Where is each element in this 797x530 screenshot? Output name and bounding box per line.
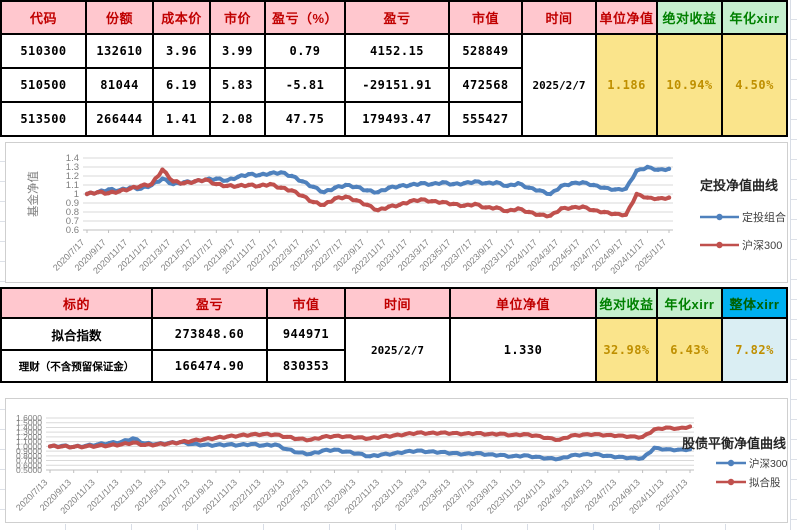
t1-cell[interactable]: 510500	[2, 69, 85, 101]
t2-row-label[interactable]: 理财（不含预留保证金）	[2, 351, 151, 381]
stock-bond-nav-chart[interactable]: 1.6000 1.5000 1.4000 1.3000 1.2000 1.1000 1.00…	[5, 398, 788, 523]
t2-xirr-cell[interactable]: 6.43%	[658, 319, 721, 381]
t2-time-cell[interactable]: 2025/2/7	[346, 319, 449, 381]
svg-text:0.9: 0.9	[66, 198, 79, 209]
t1-cell[interactable]: 3.99	[211, 35, 264, 67]
t2-header-market-value[interactable]: 市值	[268, 289, 344, 317]
t1-cell[interactable]: 5.83	[211, 69, 264, 101]
t2-unit-nav-cell[interactable]: 1.330	[451, 319, 595, 381]
t1-cell[interactable]: 266444	[87, 103, 152, 135]
grid-sliver-left-2	[0, 390, 6, 530]
t1-cell[interactable]: 513500	[2, 103, 85, 135]
t1-cell[interactable]: -29151.91	[346, 69, 448, 101]
grid-sliver-bottom	[0, 524, 789, 530]
svg-text:1.4000: 1.4000	[16, 422, 42, 432]
svg-text:1.1: 1.1	[66, 180, 79, 191]
svg-text:1.1000: 1.1000	[16, 437, 42, 447]
svg-text:0.6: 0.6	[66, 225, 79, 236]
t1-cell[interactable]: 472568	[450, 69, 521, 101]
t2-header-time[interactable]: 时间	[346, 289, 449, 317]
svg-text:0.8: 0.8	[66, 207, 79, 218]
svg-text:0.8000: 0.8000	[16, 451, 42, 461]
t1-cell[interactable]: 0.79	[266, 35, 344, 67]
t1-header-xirr[interactable]: 年化xirr	[723, 2, 786, 33]
svg-text:1.2000: 1.2000	[16, 432, 42, 442]
t1-unit-nav-cell[interactable]: 1.186	[597, 35, 656, 135]
grid-sliver-right	[791, 0, 797, 530]
svg-text:定投组合: 定投组合	[742, 210, 786, 224]
svg-text:1.6000: 1.6000	[16, 413, 42, 423]
holdings-table: 代码 份额 成本价 市价 盈亏（%） 盈亏 市值 时间 单位净值 绝对收益 年化…	[0, 0, 788, 137]
svg-text:0.7: 0.7	[66, 216, 79, 227]
t2-row-label[interactable]: 拟合指数	[2, 319, 151, 349]
svg-text:1: 1	[74, 189, 79, 200]
t1-header-cost-price[interactable]: 成本价	[154, 2, 209, 33]
t1-header-market-value[interactable]: 市值	[450, 2, 521, 33]
t2-cell[interactable]: 830353	[268, 351, 344, 381]
t1-header-time[interactable]: 时间	[523, 2, 595, 33]
t1-header-pnl-pct[interactable]: 盈亏（%）	[266, 2, 344, 33]
t1-cell[interactable]: 2.08	[211, 103, 264, 135]
t1-cell[interactable]: 528849	[450, 35, 521, 67]
t1-cell[interactable]: -5.81	[266, 69, 344, 101]
t1-abs-return-cell[interactable]: 10.94%	[658, 35, 721, 135]
stock-bond-nav-chart-svg: 1.60001.50001.40001.30001.20001.10001.00…	[14, 413, 787, 516]
dca-nav-chart-svg: 1.41.31.21.110.90.80.70.62020/7/172020/9…	[26, 153, 786, 276]
t1-cell[interactable]: 179493.47	[346, 103, 448, 135]
t1-header-pnl[interactable]: 盈亏	[346, 2, 448, 33]
grid-sliver-left-1	[0, 142, 6, 287]
svg-text:0.5000: 0.5000	[16, 465, 42, 475]
t1-header-shares[interactable]: 份额	[87, 2, 152, 33]
t2-header-overall-xirr[interactable]: 整体xirr	[723, 289, 786, 317]
t1-cell[interactable]: 510300	[2, 35, 85, 67]
summary-table: 标的 盈亏 市值 时间 单位净值 绝对收益 年化xirr 整体xirr 拟合指数…	[0, 287, 788, 383]
t2-cell[interactable]: 273848.60	[153, 319, 266, 349]
t2-cell[interactable]: 166474.90	[153, 351, 266, 381]
svg-text:拟合股: 拟合股	[749, 476, 781, 489]
t2-header-pnl[interactable]: 盈亏	[153, 289, 266, 317]
svg-text:1.3000: 1.3000	[16, 427, 42, 437]
t1-cell[interactable]: 81044	[87, 69, 152, 101]
svg-text:股债平衡净值曲线: 股债平衡净值曲线	[682, 436, 786, 451]
t2-header-target[interactable]: 标的	[2, 289, 151, 317]
t2-overall-xirr-cell[interactable]: 7.82%	[723, 319, 786, 381]
svg-text:1.0000: 1.0000	[16, 441, 42, 451]
svg-text:0.7000: 0.7000	[16, 456, 42, 466]
t1-cell[interactable]: 1.41	[154, 103, 209, 135]
t1-cell[interactable]: 6.19	[154, 69, 209, 101]
t1-header-market-price[interactable]: 市价	[211, 2, 264, 33]
dca-nav-chart[interactable]: 1.4 1.3 1.2 1.1 1 0.9 0.8 0.7 0.6 2020/7/17 2020/9…	[5, 142, 788, 283]
t1-cell[interactable]: 3.96	[154, 35, 209, 67]
t2-cell[interactable]: 944971	[268, 319, 344, 349]
t1-cell[interactable]: 555427	[450, 103, 521, 135]
t1-cell[interactable]: 132610	[87, 35, 152, 67]
t1-header-code[interactable]: 代码	[2, 2, 85, 33]
t2-header-abs-return[interactable]: 绝对收益	[597, 289, 656, 317]
svg-text:1.3: 1.3	[66, 162, 79, 173]
svg-text:1.5000: 1.5000	[16, 418, 42, 428]
t2-header-xirr[interactable]: 年化xirr	[658, 289, 721, 317]
grid-column-line	[790, 0, 791, 530]
t2-header-unit-nav[interactable]: 单位净值	[451, 289, 595, 317]
t2-abs-return-cell[interactable]: 32.98%	[597, 319, 656, 381]
svg-text:沪深300: 沪深300	[742, 238, 782, 252]
t1-xirr-cell[interactable]: 4.50%	[723, 35, 786, 135]
svg-text:沪深300: 沪深300	[749, 457, 787, 470]
svg-text:1.4: 1.4	[66, 153, 79, 164]
svg-text:0.9000: 0.9000	[16, 446, 42, 456]
t1-header-abs-return[interactable]: 绝对收益	[658, 2, 721, 33]
svg-text:0.6000: 0.6000	[16, 460, 42, 470]
svg-text:基金净值: 基金净值	[26, 171, 40, 217]
svg-text:定投净值曲线: 定投净值曲线	[699, 178, 778, 193]
t1-time-cell[interactable]: 2025/2/7	[523, 35, 595, 135]
svg-text:1.2: 1.2	[66, 171, 79, 182]
t1-header-unit-nav[interactable]: 单位净值	[597, 2, 656, 33]
t1-cell[interactable]: 47.75	[266, 103, 344, 135]
t1-cell[interactable]: 4152.15	[346, 35, 448, 67]
